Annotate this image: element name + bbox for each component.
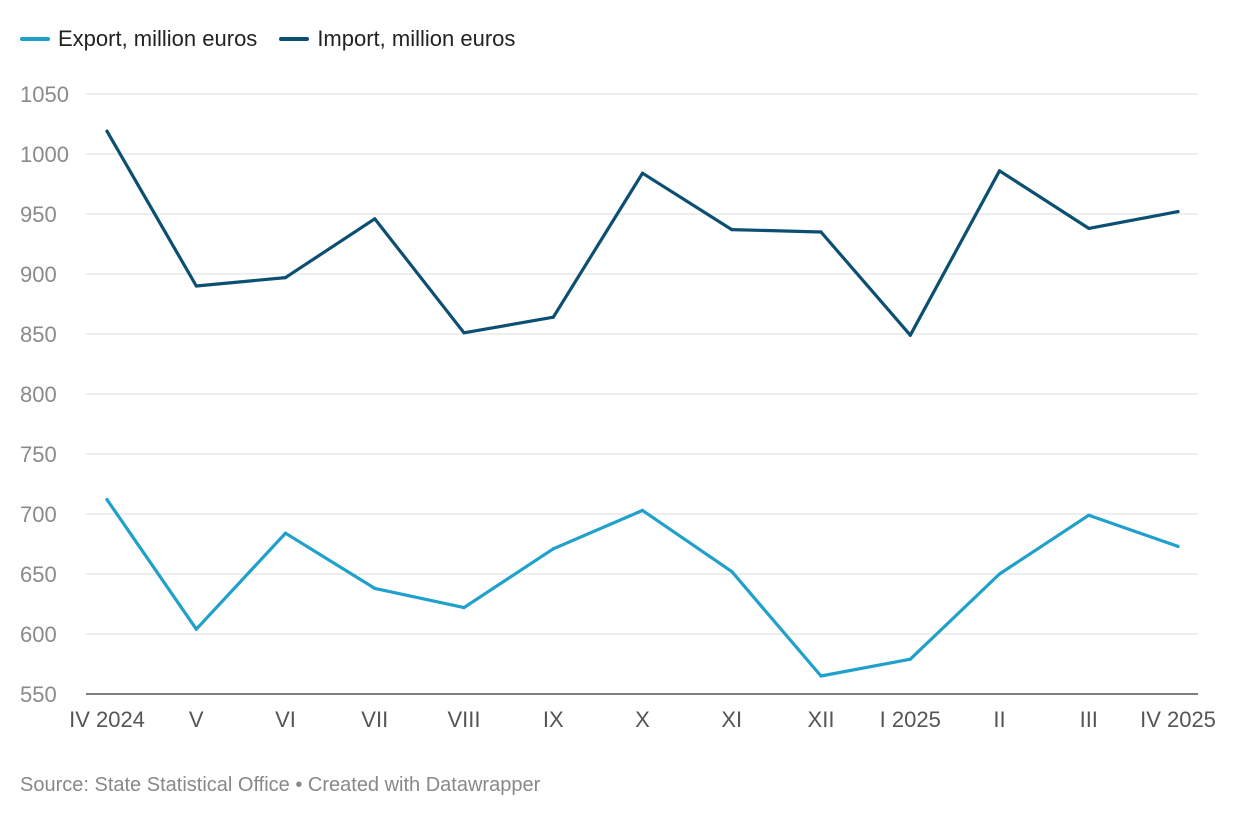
data-point-export [640, 508, 645, 512]
data-point-import [105, 129, 109, 133]
legend-label-import: Import, million euros [317, 26, 516, 51]
y-tick-label: 600 [20, 622, 57, 647]
data-point-import [1176, 210, 1180, 214]
x-tick-label: XI [721, 707, 742, 732]
x-tick-label: II [993, 707, 1005, 732]
x-tick-label: VIII [447, 707, 480, 732]
series-layer [105, 129, 1180, 678]
y-tick-label: 800 [20, 382, 57, 407]
data-point-export [1176, 544, 1180, 549]
series-line-export [105, 498, 1180, 678]
data-point-export [105, 498, 109, 502]
x-tick-label: I 2025 [880, 707, 941, 732]
data-point-export [194, 627, 198, 631]
data-point-export [819, 674, 823, 678]
footer-source: Source: State Statistical Office [20, 774, 290, 796]
chart-legend: Export, million euros Import, million eu… [20, 26, 537, 52]
legend-swatch-import [279, 37, 310, 41]
data-point-export [462, 606, 466, 610]
data-point-import [551, 315, 555, 319]
legend-label-export: Export, million euros [58, 26, 258, 51]
x-tick-label: III [1080, 707, 1098, 732]
data-point-import [908, 333, 912, 337]
data-point-import [194, 284, 198, 288]
data-point-import [997, 169, 1002, 173]
data-point-export [283, 531, 288, 535]
footer-credit: Created with Datawrapper [307, 774, 541, 796]
x-tick-label: VI [275, 707, 296, 732]
y-tick-label: 900 [20, 262, 57, 287]
y-tick-label: 750 [20, 442, 57, 467]
legend-swatch-export [20, 37, 50, 41]
data-point-export [551, 547, 555, 551]
data-point-import [283, 276, 288, 280]
data-point-export [1087, 513, 1091, 517]
x-tick-label: X [635, 707, 650, 732]
y-tick-label: 700 [20, 502, 57, 527]
data-point-import [373, 217, 377, 221]
data-point-import [1087, 226, 1091, 230]
line-chart: 550 600 650 700 750 800 850 900 950 1000 1050 IV 2… [20, 82, 1216, 732]
y-tick-label: 1000 [20, 142, 69, 167]
x-tick-label: VII [361, 707, 388, 732]
data-point-export [997, 572, 1002, 576]
chart-footer: Source: State Statistical Office • Creat… [20, 774, 540, 797]
legend-item-export: Export, million euros [20, 26, 257, 52]
data-point-import [640, 171, 645, 175]
y-tick-label: 650 [20, 562, 57, 587]
x-axis-ticks: IV 2024 V VI VII VIII IX X XI XII I 2025 II III IV 2… [69, 707, 1216, 732]
x-tick-label: IV 2024 [69, 707, 145, 732]
y-tick-label: 850 [20, 322, 57, 347]
data-point-export [730, 570, 734, 574]
data-point-export [373, 586, 377, 591]
data-point-import [730, 228, 734, 232]
y-tick-label: 1050 [20, 82, 69, 107]
x-tick-label: XII [808, 707, 835, 732]
x-tick-label: V [189, 707, 204, 732]
data-point-import [462, 331, 466, 335]
x-tick-label: IV 2025 [1140, 707, 1216, 732]
data-point-import [819, 230, 823, 234]
x-tick-label: IX [543, 707, 564, 732]
y-axis-ticks: 550 600 650 700 750 800 850 900 950 1000 1050 [20, 82, 69, 707]
y-tick-label: 950 [20, 202, 57, 227]
legend-item-import: Import, million euros [279, 26, 515, 52]
series-line-import [105, 129, 1180, 337]
footer-separator: • [295, 774, 303, 796]
data-point-export [908, 657, 912, 661]
grid-layer [86, 93, 1198, 695]
y-tick-label: 550 [20, 682, 57, 707]
